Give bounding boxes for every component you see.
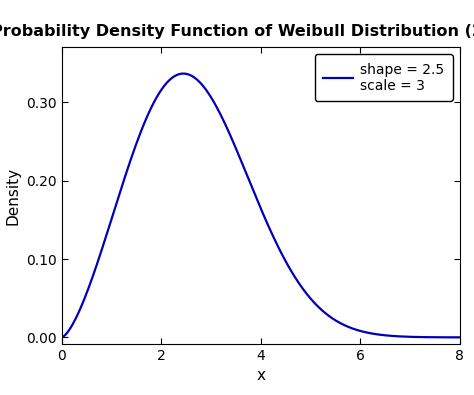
Y-axis label: Density: Density: [6, 166, 20, 225]
X-axis label: x: x: [256, 368, 265, 383]
Title: Probability Density Function of Weibull Distribution (2.5, 3): Probability Density Function of Weibull …: [0, 24, 474, 39]
Legend: shape = 2.5
scale = 3: shape = 2.5 scale = 3: [315, 55, 453, 101]
